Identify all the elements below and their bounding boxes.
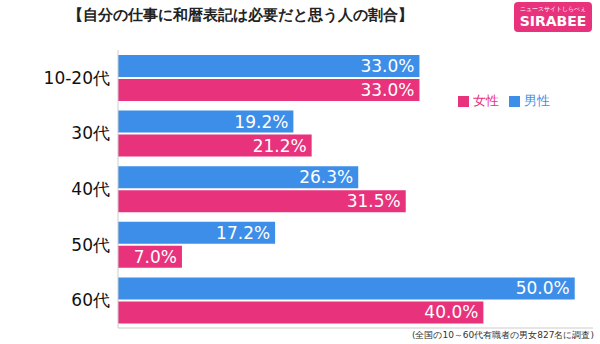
html-text:SIRABEE: SIRABEE bbox=[519, 13, 587, 29]
svg-text:17.2%: 17.2% bbox=[216, 223, 270, 243]
svg-text:60代: 60代 bbox=[71, 290, 110, 310]
svg-text:50.0%: 50.0% bbox=[516, 278, 570, 298]
svg-text:31.5%: 31.5% bbox=[347, 191, 401, 211]
html-text:男性: 男性 bbox=[524, 93, 550, 108]
svg-text:50代: 50代 bbox=[71, 235, 110, 255]
svg-text:40代: 40代 bbox=[71, 179, 110, 199]
html-text:(全国の10～60代有職者の男女827名に調査): (全国の10～60代有職者の男女827名に調査) bbox=[411, 330, 594, 340]
html-text:女性: 女性 bbox=[473, 93, 499, 108]
svg-text:33.0%: 33.0% bbox=[360, 80, 414, 100]
svg-text:40.0%: 40.0% bbox=[424, 302, 478, 322]
svg-text:33.0%: 33.0% bbox=[360, 56, 414, 76]
svg-text:19.2%: 19.2% bbox=[234, 112, 288, 132]
svg-text:10-20代: 10-20代 bbox=[44, 68, 110, 88]
svg-text:7.0%: 7.0% bbox=[134, 247, 177, 267]
svg-text:30代: 30代 bbox=[71, 123, 110, 143]
svg-text:26.3%: 26.3% bbox=[299, 167, 353, 187]
html-text:ニュースサイトしらべぇ: ニュースサイトしらべぇ bbox=[520, 5, 586, 12]
html-text:【自分の仕事に和暦表記は必要だと思う人の割合】: 【自分の仕事に和暦表記は必要だと思う人の割合】 bbox=[67, 6, 413, 24]
svg-text:21.2%: 21.2% bbox=[253, 136, 307, 156]
